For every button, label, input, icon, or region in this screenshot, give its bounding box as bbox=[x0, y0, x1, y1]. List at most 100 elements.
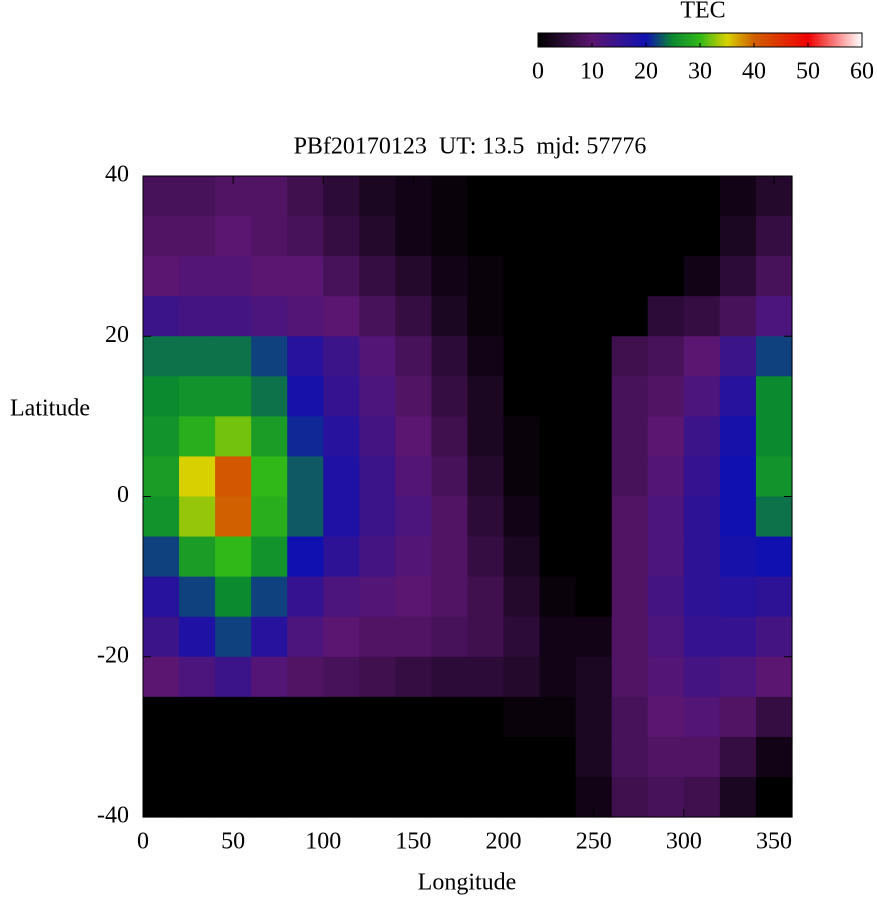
heat-cell bbox=[359, 376, 396, 417]
heat-cell bbox=[755, 416, 793, 458]
heat-cell bbox=[395, 616, 433, 658]
heat-cell bbox=[251, 656, 288, 698]
heat-cell bbox=[611, 416, 649, 458]
heat-cell bbox=[359, 176, 396, 217]
heat-cell bbox=[683, 456, 721, 498]
heat-cell bbox=[755, 696, 793, 738]
heat-cell bbox=[323, 696, 360, 738]
colorbar-tick-label: 40 bbox=[742, 59, 766, 85]
heat-cell bbox=[539, 216, 577, 257]
heat-cell bbox=[215, 456, 252, 498]
heat-cell bbox=[611, 376, 649, 417]
heat-cell bbox=[719, 416, 757, 458]
heat-cell bbox=[719, 656, 757, 698]
heat-cell bbox=[395, 456, 433, 498]
heat-cell bbox=[539, 696, 577, 738]
heat-cell bbox=[143, 336, 180, 377]
heat-cell bbox=[287, 416, 324, 458]
heat-cell bbox=[359, 496, 396, 538]
heat-cell bbox=[179, 656, 216, 698]
heat-cell bbox=[179, 576, 216, 618]
heat-cell bbox=[287, 496, 324, 538]
x-tick-label: 100 bbox=[305, 829, 341, 855]
heat-cell bbox=[503, 576, 541, 618]
heat-cell bbox=[539, 376, 577, 417]
heat-cell bbox=[647, 696, 685, 738]
heat-cell bbox=[683, 496, 721, 538]
heat-cell bbox=[647, 656, 685, 698]
heat-cell bbox=[539, 656, 577, 698]
heat-cell bbox=[215, 336, 252, 377]
heat-cell bbox=[539, 736, 577, 778]
heat-cell bbox=[503, 416, 541, 458]
heat-cell bbox=[683, 416, 721, 458]
heat-cell bbox=[683, 776, 721, 818]
heat-cell bbox=[323, 616, 360, 658]
heat-cell bbox=[143, 296, 180, 337]
heat-cell bbox=[647, 616, 685, 658]
heat-cell bbox=[467, 696, 505, 738]
heat-cell bbox=[359, 456, 396, 498]
y-tick-label: -40 bbox=[97, 803, 129, 829]
heat-cell bbox=[287, 256, 324, 297]
heat-cell bbox=[323, 416, 360, 458]
heat-cell bbox=[755, 616, 793, 658]
heat-cell bbox=[611, 736, 649, 778]
heat-cell bbox=[467, 616, 505, 658]
heat-cell bbox=[251, 576, 288, 618]
heat-cell bbox=[215, 736, 252, 778]
heat-cell bbox=[503, 776, 541, 818]
heat-cell bbox=[215, 656, 252, 698]
heat-cell bbox=[179, 296, 216, 337]
heat-cell bbox=[143, 576, 180, 618]
heat-cell bbox=[359, 336, 396, 377]
x-tick-label: 0 bbox=[137, 829, 149, 855]
heat-cell bbox=[647, 456, 685, 498]
heat-cell bbox=[143, 376, 180, 417]
heat-cell bbox=[323, 536, 360, 578]
heat-cell bbox=[683, 656, 721, 698]
x-tick-label: 200 bbox=[486, 829, 522, 855]
heat-cell bbox=[323, 176, 360, 217]
heat-cell bbox=[251, 496, 288, 538]
heat-cell bbox=[359, 616, 396, 658]
heat-cell bbox=[251, 376, 288, 417]
heat-cell bbox=[467, 536, 505, 578]
heat-cell bbox=[539, 576, 577, 618]
x-tick-label: 300 bbox=[666, 829, 702, 855]
heat-cell bbox=[323, 776, 360, 818]
heat-cell bbox=[179, 776, 216, 818]
heat-cell bbox=[323, 216, 360, 257]
heat-cell bbox=[431, 216, 469, 257]
heat-cell bbox=[251, 216, 288, 257]
heat-cell bbox=[503, 336, 541, 377]
heat-cell bbox=[359, 776, 396, 818]
heat-cell bbox=[683, 296, 721, 337]
heat-cell bbox=[395, 216, 433, 257]
y-tick-label: 20 bbox=[105, 322, 129, 348]
heat-cell bbox=[287, 576, 324, 618]
heat-cell bbox=[431, 776, 469, 818]
heat-cell bbox=[575, 576, 613, 618]
heat-cell bbox=[395, 296, 433, 337]
heat-cell bbox=[467, 216, 505, 257]
heat-cell bbox=[611, 176, 649, 217]
heat-cell bbox=[719, 336, 757, 377]
heat-cell bbox=[647, 336, 685, 377]
heat-cell bbox=[719, 536, 757, 578]
heat-cell bbox=[503, 216, 541, 257]
colorbar-tick-label: 20 bbox=[634, 59, 658, 85]
heat-cell bbox=[251, 536, 288, 578]
heat-cell bbox=[467, 656, 505, 698]
heat-cell bbox=[431, 296, 469, 337]
heat-cell bbox=[251, 296, 288, 337]
heat-cell bbox=[611, 776, 649, 818]
heat-cell bbox=[287, 376, 324, 417]
heat-cell bbox=[323, 456, 360, 498]
heat-cell bbox=[431, 576, 469, 618]
heat-cell bbox=[755, 496, 793, 538]
heat-cell bbox=[287, 296, 324, 337]
heat-cell bbox=[503, 176, 541, 217]
heat-cell bbox=[323, 256, 360, 297]
heat-cell bbox=[539, 256, 577, 297]
